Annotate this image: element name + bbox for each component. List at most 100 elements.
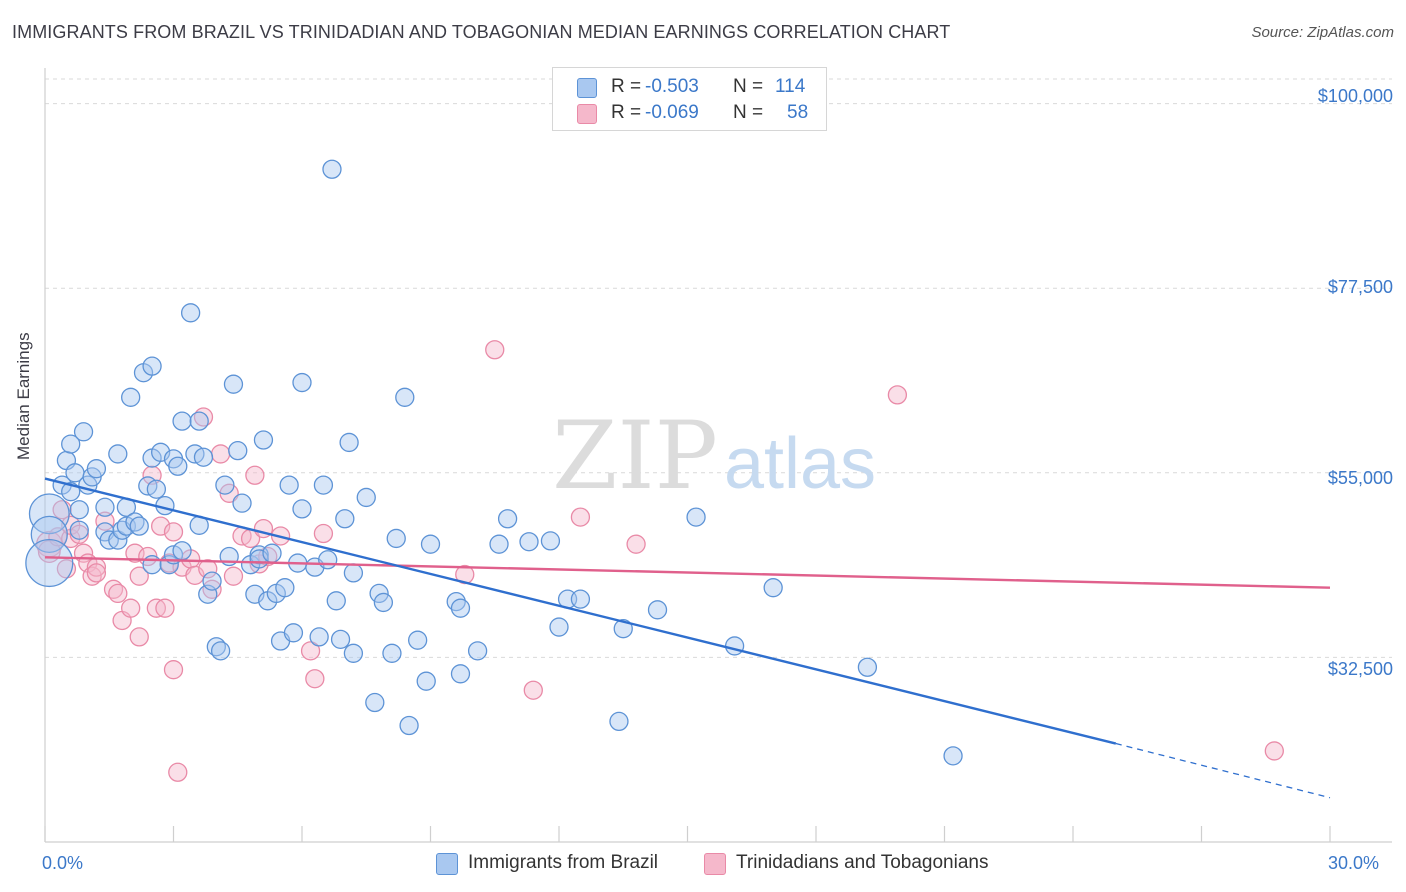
data-point — [215, 475, 235, 495]
data-point — [395, 387, 415, 407]
data-point — [228, 441, 248, 461]
x-tick-label-max: 30.0% — [1328, 853, 1380, 873]
data-point — [163, 660, 184, 680]
data-point — [202, 571, 222, 591]
legend-r-label: R = — [611, 76, 642, 97]
data-point — [95, 497, 115, 517]
legend-swatch-blue — [436, 853, 458, 875]
data-point — [887, 385, 908, 405]
data-point — [155, 598, 175, 618]
watermark-zip: ZIP — [552, 402, 718, 511]
data-point — [943, 746, 963, 766]
data-point — [382, 643, 402, 663]
data-point — [613, 619, 633, 639]
data-point — [121, 598, 141, 618]
y-tick-label: $77,500 — [1327, 277, 1393, 297]
data-point — [189, 411, 209, 431]
data-point — [283, 623, 304, 643]
data-point — [300, 641, 321, 661]
data-point — [253, 430, 274, 450]
data-point — [73, 422, 94, 442]
trend-line-trinidadians — [44, 556, 1331, 589]
data-point — [467, 641, 488, 661]
data-point — [369, 583, 389, 604]
data-point — [275, 578, 295, 598]
data-point — [450, 598, 471, 618]
axes — [44, 68, 1392, 843]
data-point — [318, 550, 338, 570]
data-point — [142, 555, 162, 575]
legend-swatch-pink — [577, 104, 597, 124]
data-point — [343, 563, 364, 583]
data-point — [210, 641, 231, 661]
data-point — [724, 636, 745, 656]
data-point — [309, 627, 329, 647]
data-point — [570, 507, 591, 527]
data-point — [95, 511, 115, 531]
legend-r-label: R = — [611, 102, 642, 123]
data-point — [61, 434, 81, 454]
data-point — [86, 459, 107, 479]
data-point — [172, 541, 192, 561]
data-point — [223, 566, 244, 586]
series-trinidadians-points — [36, 340, 1284, 782]
legend-n-value: 58 — [787, 102, 809, 123]
data-point — [69, 524, 89, 544]
data-point — [322, 159, 342, 179]
data-point — [339, 432, 359, 453]
legend-n-label: N = — [733, 76, 764, 97]
data-point — [313, 523, 334, 544]
data-point — [129, 566, 149, 586]
data-point — [399, 715, 419, 736]
legend-swatch-blue — [577, 78, 597, 98]
series-label: Immigrants from Brazil — [468, 852, 659, 873]
data-point — [198, 559, 218, 579]
data-point — [1264, 741, 1284, 761]
data-point — [647, 600, 668, 620]
data-point — [519, 532, 539, 552]
data-point — [570, 589, 591, 609]
chart-title: IMMIGRANTS FROM BRAZIL VS TRINIDADIAN AN… — [12, 22, 951, 42]
data-point — [108, 583, 128, 604]
trend-lines — [44, 477, 1331, 799]
legend-r-value: -0.503 — [645, 76, 699, 97]
data-point — [30, 515, 68, 553]
data-point — [540, 531, 561, 551]
data-point — [292, 499, 312, 519]
data-point — [335, 509, 355, 529]
data-point — [232, 493, 252, 513]
data-point — [146, 479, 167, 499]
data-point — [549, 617, 569, 637]
series-brazil-points — [25, 159, 963, 766]
data-point — [686, 507, 706, 527]
data-point — [365, 692, 385, 713]
data-point — [407, 630, 428, 650]
data-point — [420, 534, 441, 554]
data-point — [25, 539, 74, 588]
data-point — [326, 591, 346, 611]
data-point — [373, 592, 394, 613]
data-point — [28, 493, 70, 535]
data-point — [245, 465, 265, 485]
data-point — [356, 487, 376, 508]
data-point — [857, 657, 878, 677]
data-point — [163, 522, 184, 542]
data-point — [763, 578, 783, 598]
watermark-atlas: atlas — [724, 424, 876, 504]
correlation-legend: R = -0.503 N = 114 R = -0.069 N = 58 — [552, 67, 827, 131]
data-point — [69, 500, 89, 520]
data-point — [416, 671, 436, 691]
data-point — [489, 534, 509, 554]
y-tick-label: $32,500 — [1327, 659, 1393, 679]
data-point — [86, 563, 107, 583]
data-point — [450, 664, 471, 684]
data-point — [172, 411, 192, 431]
data-point — [129, 627, 149, 647]
legend-n-value: 114 — [775, 76, 806, 97]
legend-swatch-pink — [704, 853, 726, 875]
legend-r-value: -0.069 — [645, 102, 699, 123]
data-point — [485, 340, 505, 360]
data-point — [121, 387, 141, 407]
data-point — [262, 543, 282, 563]
